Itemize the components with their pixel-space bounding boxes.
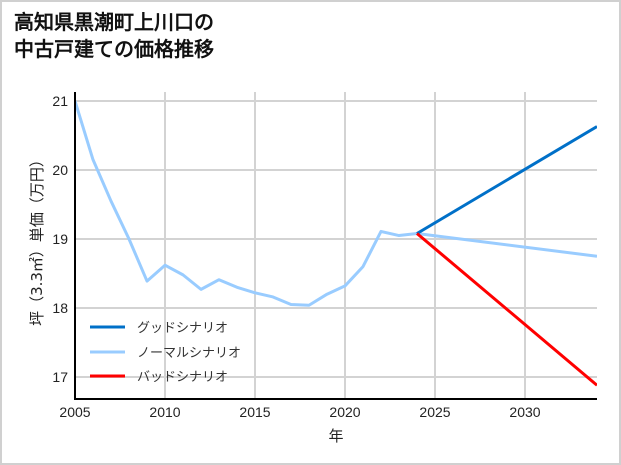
y-tick-label: 20 xyxy=(52,162,68,178)
grid-lines xyxy=(75,92,597,399)
series-lines xyxy=(75,100,597,387)
y-tick-label: 17 xyxy=(52,369,68,385)
y-axis-label: 坪（3.3㎡）単価（万円） xyxy=(28,152,46,326)
y-tick-label: 21 xyxy=(52,93,68,109)
x-tick-label: 2025 xyxy=(419,404,450,420)
series-line xyxy=(416,232,597,387)
x-tick-label: 2020 xyxy=(329,404,360,420)
tick-labels: 2005 2010 2015 2020 2025 2030 17 18 19 20 21 xyxy=(52,93,540,420)
y-tick-label: 18 xyxy=(52,300,68,316)
axes xyxy=(74,92,597,400)
chart-title: 高知県黒潮町上川口の 中古戸建ての価格推移 xyxy=(14,9,214,63)
x-tick-label: 2015 xyxy=(239,404,270,420)
series-line xyxy=(416,125,597,235)
title-line-1: 高知県黒潮町上川口の xyxy=(14,10,214,34)
x-axis-label: 年 xyxy=(328,427,343,445)
x-tick-label: 2030 xyxy=(509,404,540,420)
x-tick-label: 2005 xyxy=(59,404,90,420)
legend-label: ノーマルシナリオ xyxy=(137,346,241,361)
x-tick-label: 2010 xyxy=(149,404,180,420)
title-line-2: 中古戸建ての価格推移 xyxy=(14,37,214,61)
y-tick-label: 19 xyxy=(52,231,68,247)
legend-label: バッドシナリオ xyxy=(137,370,228,385)
series-line xyxy=(75,100,597,307)
legend-label: グッドシナリオ xyxy=(137,321,228,336)
